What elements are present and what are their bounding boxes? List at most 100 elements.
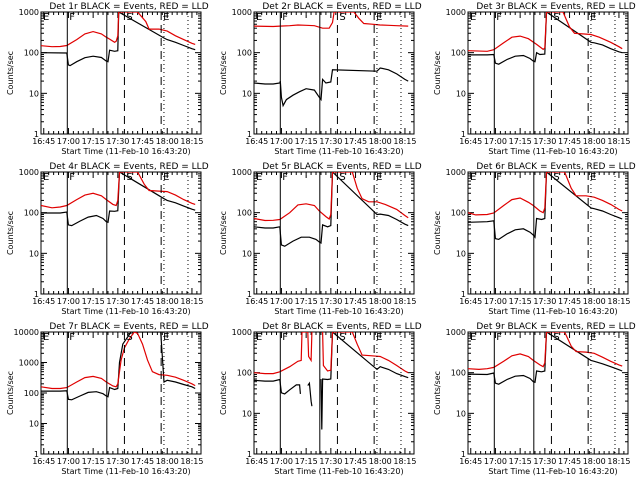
y-tick-label: 1000 bbox=[446, 328, 466, 337]
panel-det-2r: Det 2r BLACK = Events, RED = LLD 1 10 100 10… bbox=[219, 2, 422, 156]
marker-label: S bbox=[553, 12, 559, 23]
series-events bbox=[468, 332, 623, 385]
panel-det-8r: Det 8r BLACK = Events, RED = LLD 1 10 100 10… bbox=[219, 322, 422, 476]
x-axis-label: Start Time (11-Feb-10 16:43:20) bbox=[274, 307, 403, 316]
y-tick-label: 1 bbox=[461, 130, 466, 139]
x-tick-label: 18:00 bbox=[369, 137, 392, 146]
y-tick-label: 100 bbox=[24, 389, 39, 398]
plot-frame bbox=[253, 11, 415, 135]
series-lld bbox=[41, 12, 196, 48]
x-tick-label: 17:30 bbox=[533, 457, 556, 466]
y-tick-label: 1000 bbox=[446, 8, 466, 17]
series-events bbox=[41, 12, 196, 67]
marker-label: F bbox=[282, 172, 288, 183]
x-tick-label: 17:30 bbox=[319, 457, 342, 466]
marker-label: E bbox=[376, 172, 382, 183]
marker-label: F bbox=[282, 332, 288, 343]
x-tick-label: 17:15 bbox=[295, 457, 318, 466]
panel-title: Det 3r BLACK = Events, RED = LLD bbox=[476, 2, 635, 12]
x-axis-label: Start Time (11-Feb-10 16:43:20) bbox=[274, 147, 403, 156]
y-tick-label: 1000 bbox=[19, 359, 39, 368]
y-axis-label: Counts/sec bbox=[433, 51, 442, 95]
panel-title: Det 6r BLACK = Events, RED = LLD bbox=[476, 162, 635, 172]
x-tick-label: 17:00 bbox=[57, 297, 80, 306]
x-tick-label: 17:15 bbox=[509, 457, 532, 466]
plot-frame bbox=[40, 331, 202, 455]
x-tick-label: 17:45 bbox=[131, 457, 154, 466]
x-tick-label: 18:00 bbox=[156, 137, 179, 146]
marker-label: S bbox=[126, 332, 132, 343]
panel-det-7r: Det 7r BLACK = Events, RED = LLD 1 10 100 10… bbox=[6, 322, 209, 476]
x-tick-label: 17:15 bbox=[295, 137, 318, 146]
series-lld bbox=[468, 332, 623, 371]
y-tick-label: 10 bbox=[29, 420, 39, 429]
y-tick-label: 1000 bbox=[19, 168, 39, 177]
y-tick-label: 1 bbox=[461, 450, 466, 459]
y-axis-label: Counts/sec bbox=[433, 371, 442, 415]
marker-label: E bbox=[590, 12, 596, 23]
x-tick-label: 18:15 bbox=[180, 457, 203, 466]
panel-det-4r: Det 4r BLACK = Events, RED = LLD 1 10 100 10… bbox=[6, 162, 209, 316]
x-tick-label: 17:45 bbox=[558, 297, 581, 306]
x-tick-label: 17:45 bbox=[558, 457, 581, 466]
x-tick-label: 17:30 bbox=[533, 297, 556, 306]
marker-label: E bbox=[256, 172, 262, 183]
x-tick-label: 17:00 bbox=[484, 297, 507, 306]
x-tick-label: 17:30 bbox=[106, 137, 129, 146]
y-tick-label: 10 bbox=[456, 249, 466, 258]
y-axis-label: Counts/sec bbox=[6, 371, 15, 415]
marker-label: F bbox=[69, 332, 75, 343]
x-axis-label: Start Time (11-Feb-10 16:43:20) bbox=[61, 307, 190, 316]
x-tick-label: 16:45 bbox=[32, 297, 55, 306]
x-tick-label: 18:15 bbox=[607, 457, 630, 466]
x-tick-label: 18:15 bbox=[180, 137, 203, 146]
x-tick-label: 17:30 bbox=[533, 137, 556, 146]
y-tick-label: 1 bbox=[34, 130, 39, 139]
y-tick-label: 1000 bbox=[19, 8, 39, 17]
x-tick-label: 17:45 bbox=[344, 137, 367, 146]
y-tick-label: 100 bbox=[24, 209, 39, 218]
x-axis-label: Start Time (11-Feb-10 16:43:20) bbox=[488, 307, 617, 316]
series-lld bbox=[254, 172, 409, 222]
marker-label: E bbox=[376, 332, 382, 343]
x-tick-label: 18:15 bbox=[180, 297, 203, 306]
panel-det-5r: Det 5r BLACK = Events, RED = LLD 1 10 100 10… bbox=[219, 162, 422, 316]
x-tick-label: 17:15 bbox=[82, 137, 105, 146]
panel-title: Det 7r BLACK = Events, RED = LLD bbox=[49, 322, 208, 332]
y-tick-label: 1000 bbox=[232, 168, 252, 177]
x-tick-label: 17:30 bbox=[319, 297, 342, 306]
x-tick-label: 17:00 bbox=[57, 457, 80, 466]
plot-frame bbox=[467, 171, 629, 295]
x-tick-label: 18:00 bbox=[583, 137, 606, 146]
x-tick-label: 17:45 bbox=[131, 297, 154, 306]
x-tick-label: 17:00 bbox=[270, 457, 293, 466]
panel-title: Det 8r BLACK = Events, RED = LLD bbox=[262, 322, 421, 332]
y-tick-label: 10 bbox=[29, 89, 39, 98]
series-lld bbox=[468, 12, 623, 52]
y-axis-label: Counts/sec bbox=[219, 371, 228, 415]
x-axis-label: Start Time (11-Feb-10 16:43:20) bbox=[488, 467, 617, 476]
marker-label: F bbox=[69, 172, 75, 183]
x-tick-label: 17:00 bbox=[270, 137, 293, 146]
y-tick-label: 100 bbox=[24, 49, 39, 58]
marker-label: E bbox=[590, 172, 596, 183]
x-axis-label: Start Time (11-Feb-10 16:43:20) bbox=[274, 467, 403, 476]
y-tick-label: 1 bbox=[34, 290, 39, 299]
y-tick-label: 10 bbox=[242, 409, 252, 418]
x-tick-label: 18:15 bbox=[393, 297, 416, 306]
marker-label: E bbox=[43, 332, 49, 343]
x-tick-label: 18:15 bbox=[393, 137, 416, 146]
x-tick-label: 18:00 bbox=[156, 457, 179, 466]
marker-label: F bbox=[496, 172, 502, 183]
x-axis-label: Start Time (11-Feb-10 16:43:20) bbox=[488, 147, 617, 156]
x-tick-label: 17:15 bbox=[82, 297, 105, 306]
x-tick-label: 17:45 bbox=[558, 137, 581, 146]
panel-title: Det 1r BLACK = Events, RED = LLD bbox=[49, 2, 208, 12]
x-tick-label: 17:00 bbox=[484, 457, 507, 466]
x-tick-label: 16:45 bbox=[459, 137, 482, 146]
x-tick-label: 18:00 bbox=[156, 297, 179, 306]
x-tick-label: 18:15 bbox=[393, 457, 416, 466]
x-tick-label: 17:15 bbox=[82, 457, 105, 466]
x-tick-label: 16:45 bbox=[32, 137, 55, 146]
y-tick-label: 100 bbox=[451, 209, 466, 218]
